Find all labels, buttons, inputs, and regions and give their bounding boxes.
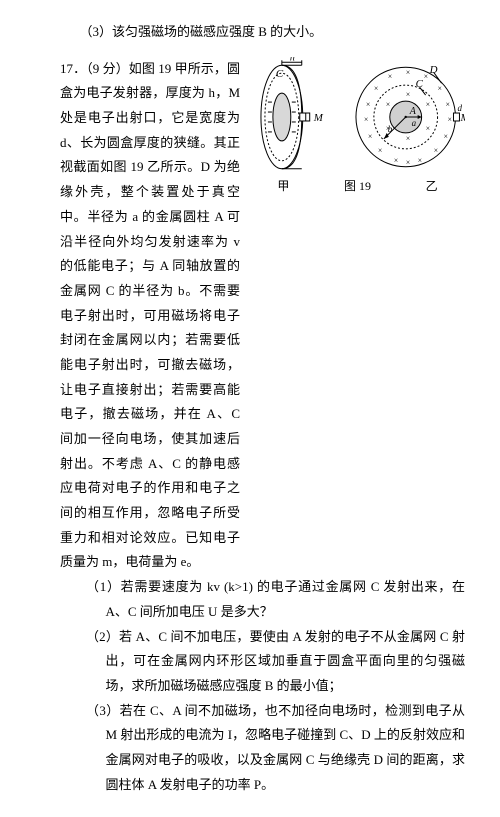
svg-text:×: × [433,146,438,155]
label-d-slit: d [457,103,462,113]
svg-text:×: × [405,134,410,143]
svg-text:×: × [385,100,390,109]
q17-part3: （3）若在 C、A 间不加磁场，也不加径向电场时，检测到电子从 M 射出形成的电… [86,699,465,798]
figure-jia: h M C [250,57,340,177]
q17-head: （9 分）如图 19 甲所示，圆盒为电子发射器，厚度为 h，M 处是电子出射口，… [60,61,240,570]
svg-text:×: × [363,115,368,124]
label-a-yi: A [408,106,416,117]
svg-text:×: × [445,100,450,109]
svg-text:×: × [425,124,429,133]
q17-number: 17． [60,61,86,76]
label-m-jia: M [313,112,324,124]
label-c-jia: C [276,68,284,80]
fig-caption-jia: 甲 [277,175,289,198]
svg-text:×: × [365,100,370,109]
figure-19: h M C ××× ×× ×× ×× [250,57,465,575]
question-17: 17．（9 分）如图 19 甲所示，圆盒为电子发射器，厚度为 h，M 处是电子出… [60,57,465,575]
svg-text:×: × [417,155,422,164]
svg-text:×: × [443,132,448,141]
label-c-yi: C [415,78,423,90]
svg-text:×: × [423,72,428,81]
svg-text:×: × [387,72,392,81]
q17-part2: （2）若 A、C 间不加电压，要使由 A 发射的电子不从金属网 C 射出，可在金… [86,625,465,699]
svg-text:×: × [405,90,410,99]
svg-text:×: × [447,115,452,124]
svg-text:×: × [425,100,429,109]
svg-text:×: × [437,84,442,93]
svg-text:×: × [377,146,382,155]
label-d-yi: D [428,64,437,76]
label-h: h [290,57,295,63]
label-a-radius: a [411,118,416,128]
svg-text:×: × [405,157,410,166]
svg-text:×: × [367,132,372,141]
svg-text:×: × [405,68,410,77]
svg-text:×: × [393,155,398,164]
fig-caption-yi: 乙 [426,175,438,198]
q16-part3: （3）该匀强磁场的磁感应强度 B 的大小。 [60,20,465,45]
label-b-radius: b [387,124,392,134]
svg-text:×: × [373,84,378,93]
fig-label: 图 19 [344,175,371,198]
figure-yi: ××× ×× ×× ×× ×× ×× ××× ×× ×× ×× A a [346,57,465,177]
label-m-yi: M [459,112,465,124]
q17-part1: （1）若需要速度为 kv (k>1) 的电子通过金属网 C 发射出来，在 A、C… [86,575,465,624]
